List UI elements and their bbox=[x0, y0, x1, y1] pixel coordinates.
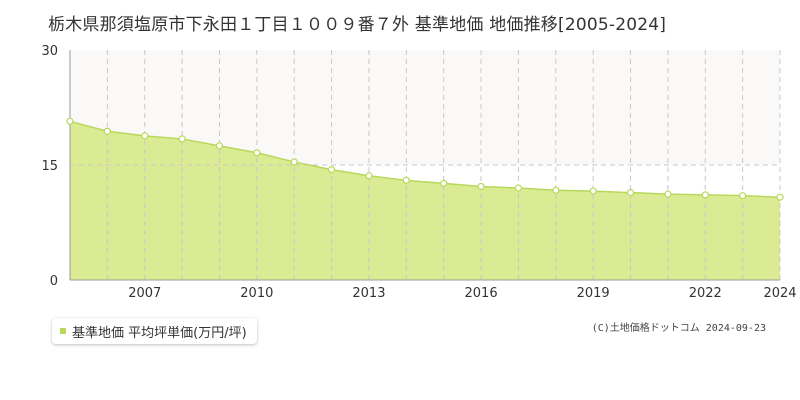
copyright-text: (C)土地価格ドットコム 2024-09-23 bbox=[591, 323, 766, 334]
data-point bbox=[66, 117, 74, 125]
y-tick-label: 0 bbox=[50, 274, 58, 289]
data-point bbox=[327, 166, 336, 174]
chart-title: 栃木県那須塩原市下永田１丁目１００９番７外 基準地価 地価推移[2005-202… bbox=[48, 15, 667, 35]
x-tick-label: 2024 bbox=[763, 286, 796, 301]
data-point bbox=[402, 176, 410, 184]
data-point bbox=[365, 172, 373, 180]
y-tick-label: 15 bbox=[41, 159, 58, 174]
data-point bbox=[776, 193, 784, 201]
data-point bbox=[178, 135, 186, 143]
x-tick-label: 2010 bbox=[240, 286, 273, 301]
x-tick-label: 2016 bbox=[465, 286, 498, 301]
y-tick-label: 30 bbox=[41, 44, 58, 59]
data-point bbox=[664, 190, 672, 198]
x-tick-label: 2022 bbox=[689, 286, 722, 301]
legend-label: 基準地価 平均坪単価(万円/坪) bbox=[72, 325, 247, 341]
data-point bbox=[701, 191, 709, 199]
legend: 基準地価 平均坪単価(万円/坪) bbox=[52, 318, 257, 344]
x-tick-label: 2013 bbox=[352, 286, 385, 301]
data-point bbox=[626, 189, 635, 197]
series-area bbox=[70, 121, 780, 280]
x-tick-label: 2019 bbox=[577, 286, 610, 301]
legend-swatch bbox=[60, 328, 66, 334]
data-point bbox=[215, 142, 224, 150]
data-point bbox=[290, 158, 298, 166]
series-line bbox=[69, 120, 781, 198]
data-point bbox=[514, 184, 523, 192]
data-point bbox=[103, 127, 111, 135]
data-point bbox=[589, 187, 597, 195]
data-point bbox=[552, 186, 560, 194]
data-point bbox=[477, 182, 485, 191]
data-point bbox=[440, 179, 448, 187]
data-point bbox=[141, 132, 149, 140]
x-tick-label: 2007 bbox=[128, 286, 161, 301]
data-point bbox=[739, 192, 747, 200]
data-point bbox=[253, 149, 261, 157]
